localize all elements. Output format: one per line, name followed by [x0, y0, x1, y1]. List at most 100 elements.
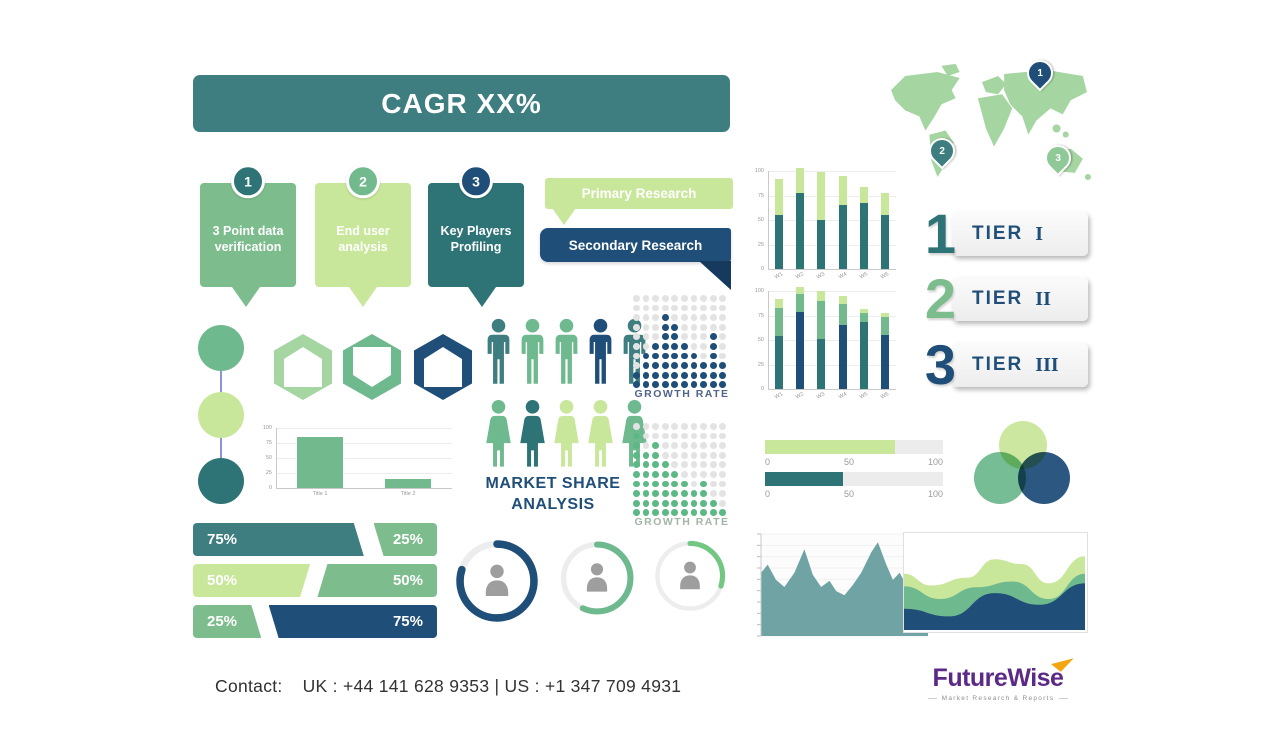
- bar-segment: [881, 215, 890, 269]
- matrix-dot: [642, 323, 650, 331]
- matrix-dot: [700, 490, 707, 497]
- matrix-dot: [690, 295, 698, 302]
- gridline: [276, 443, 452, 444]
- step-tail: [232, 287, 260, 307]
- y-axis-line: [768, 171, 769, 269]
- bar-segment: [838, 205, 847, 269]
- matrix-dot: [642, 423, 650, 430]
- matrix-dot: [652, 471, 659, 478]
- world-map: [885, 62, 1097, 192]
- percent-left-label: 25%: [207, 613, 238, 630]
- matrix-dot: [671, 442, 679, 449]
- tier-numeral: II: [1035, 287, 1051, 310]
- x-tick-label: W5: [858, 271, 870, 281]
- matrix-dot: [671, 499, 679, 507]
- area-mountain-chart: [753, 531, 930, 641]
- matrix-dot: [671, 509, 679, 517]
- matrix-dot: [700, 451, 707, 459]
- bar-segment: [774, 336, 783, 389]
- matrix-dot: [652, 432, 659, 440]
- matrix-dot: [719, 451, 727, 459]
- person-male-icon: [521, 318, 544, 384]
- bar-segment: [881, 317, 890, 336]
- donut-svg: [560, 541, 634, 615]
- matrix-dot: [671, 295, 679, 302]
- matrix-dot: [709, 371, 717, 379]
- matrix-dot: [719, 304, 727, 312]
- matrix-dot: [681, 333, 688, 341]
- growth-rate-label-top: GROWTH RATE: [634, 388, 730, 400]
- matrix-dot: [719, 499, 727, 507]
- y-tick-label: 0: [268, 485, 272, 491]
- gridline: [276, 473, 452, 474]
- bar-segment: [881, 335, 890, 389]
- matrix-dot: [671, 423, 679, 430]
- matrix-dot: [642, 432, 650, 440]
- secondary-ribbon-fold: [699, 261, 731, 290]
- matrix-dot: [652, 480, 659, 488]
- matrix-dot: [719, 490, 727, 497]
- matrix-dot: [709, 362, 717, 369]
- venn-circle-mid: [974, 452, 1026, 504]
- matrix-dot: [652, 352, 659, 360]
- step-label: End user analysis: [336, 224, 390, 254]
- matrix-dot: [671, 461, 679, 469]
- matrix-dot: [681, 499, 688, 507]
- bar-segment: [838, 325, 847, 389]
- stacked-bar-chart-bottom: 0 25 50 75 100 W1 W2 W3 W4 W5 W6: [752, 286, 902, 402]
- gridline: [276, 458, 452, 459]
- matrix-dot: [652, 333, 659, 341]
- hexagon-inner-shape: [284, 347, 322, 387]
- matrix-dot: [642, 509, 650, 517]
- matrix-dot: [690, 343, 698, 350]
- secondary-research-label: Secondary Research: [568, 237, 703, 253]
- matrix-dot: [681, 442, 688, 449]
- person-male-icon: [487, 318, 510, 384]
- y-axis-line: [768, 291, 769, 389]
- matrix-dot: [690, 480, 698, 488]
- person-female-icon: [622, 400, 647, 467]
- gridline: [768, 195, 896, 197]
- matrix-dot: [661, 295, 669, 302]
- donut-svg: [456, 540, 538, 622]
- matrix-dot: [642, 295, 650, 302]
- cagr-banner: CAGR XX%: [193, 75, 730, 132]
- matrix-dot: [633, 442, 640, 449]
- matrix-dot: [700, 423, 707, 430]
- primary-research-label: Primary Research: [581, 186, 697, 201]
- y-tick-label: 75: [265, 440, 272, 446]
- matrix-dot: [642, 381, 650, 389]
- step-number: 1: [244, 173, 252, 190]
- progress-bar-2-fill: [765, 472, 844, 486]
- percent-left-label: 50%: [207, 572, 238, 589]
- percent-left-segment: 25%: [193, 605, 261, 638]
- matrix-dot: [681, 471, 688, 478]
- bar: [297, 437, 343, 488]
- matrix-dot: [671, 343, 679, 350]
- matrix-dot: [661, 323, 669, 331]
- gridline: [768, 244, 896, 246]
- gridline: [768, 171, 896, 172]
- matrix-dot: [681, 352, 688, 360]
- matrix-dot: [633, 381, 640, 389]
- matrix-dot: [719, 362, 727, 369]
- matrix-dot: [709, 451, 717, 459]
- bar-segment: [838, 175, 847, 206]
- gridline: [768, 291, 896, 292]
- bar-segment: [774, 307, 783, 337]
- matrix-dot: [700, 343, 707, 350]
- matrix-dot: [661, 461, 669, 469]
- y-tick-label: 25: [757, 241, 764, 248]
- matrix-dot: [661, 442, 669, 449]
- matrix-dot: [709, 509, 717, 517]
- matrix-dot: [709, 352, 717, 360]
- matrix-dot: [681, 490, 688, 497]
- x-tick-label: Title 1: [312, 491, 328, 497]
- matrix-dot: [633, 509, 640, 517]
- matrix-dot: [652, 314, 659, 321]
- y-tick-label: 50: [265, 455, 272, 461]
- matrix-dot: [700, 381, 707, 389]
- matrix-dot: [652, 323, 659, 331]
- matrix-dot: [700, 499, 707, 507]
